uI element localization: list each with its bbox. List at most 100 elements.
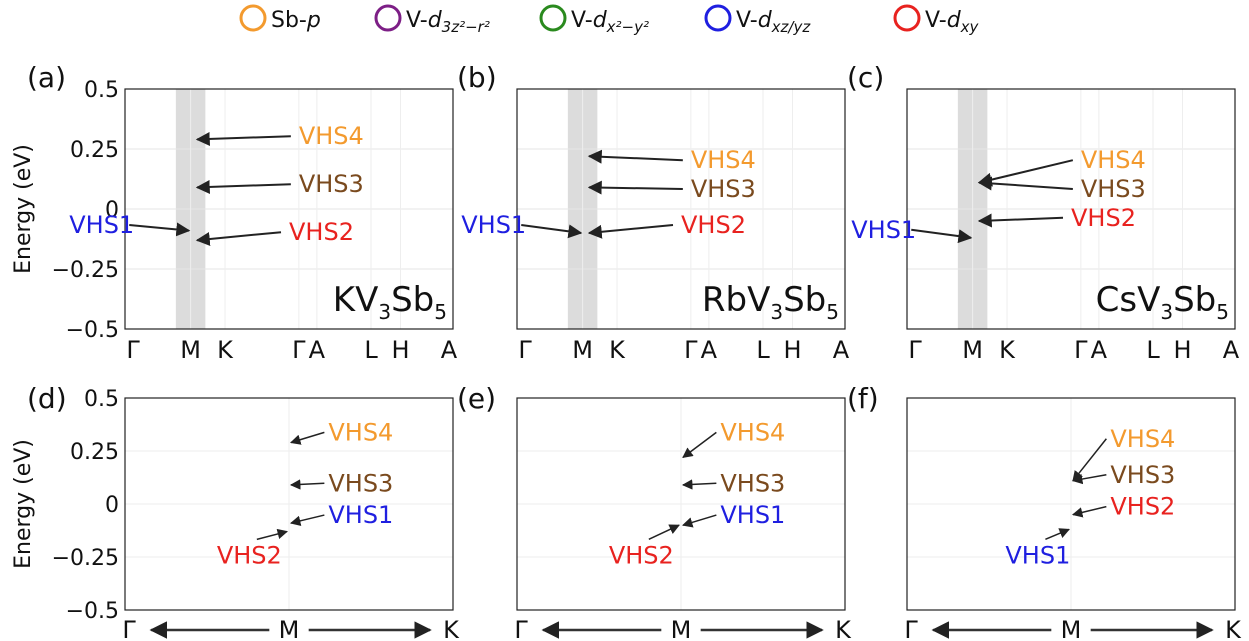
band-marker (0, 97, 5, 106)
band-marker (0, 190, 3, 196)
band-marker (0, 150, 3, 155)
band-marker (0, 135, 5, 144)
band-marker (0, 130, 3, 136)
band-marker (0, 321, 4, 327)
band-marker (0, 410, 3, 415)
band-marker (0, 453, 2, 456)
band-marker (0, 192, 4, 200)
band-marker (0, 289, 2, 292)
band-marker (0, 93, 5, 102)
vhs-label: VHS3 (720, 469, 785, 497)
band-marker (0, 483, 2, 487)
band-marker (0, 91, 5, 99)
band-marker (0, 294, 3, 299)
band-marker (0, 219, 3, 224)
band-marker (0, 180, 4, 186)
band-marker (0, 316, 3, 321)
band-marker (0, 217, 2, 220)
band-marker (0, 262, 3, 267)
band-marker (0, 315, 5, 324)
band-marker (0, 201, 4, 208)
band-marker (0, 122, 6, 132)
band-marker (0, 247, 3, 252)
vhs-label: VHS4 (328, 418, 393, 446)
band-marker (0, 254, 3, 259)
band-marker (0, 123, 4, 131)
band-marker (0, 306, 5, 315)
band-marker (0, 237, 3, 242)
band-marker (0, 253, 3, 259)
band-marker (0, 137, 3, 142)
band-marker (0, 154, 5, 161)
band-marker (0, 445, 2, 448)
band-marker (0, 513, 4, 520)
band-marker (0, 85, 5, 94)
band-marker (0, 130, 6, 141)
band-marker (0, 250, 3, 255)
band-marker (0, 484, 2, 487)
band-marker (0, 89, 2, 93)
vhs-arrow (587, 149, 683, 164)
vhs-arrow (195, 131, 291, 146)
band-marker (0, 105, 4, 113)
band-marker (0, 462, 2, 465)
band-marker (0, 138, 3, 143)
band-marker (0, 313, 3, 318)
band-line (0, 481, 1, 612)
band-marker (0, 143, 5, 152)
band-marker (0, 527, 2, 530)
band-marker (0, 156, 4, 164)
band-marker (0, 156, 5, 164)
band-marker (0, 215, 5, 224)
band-marker (0, 132, 5, 140)
band-marker (0, 169, 3, 175)
band-marker (0, 178, 4, 185)
band-marker (0, 295, 4, 302)
band-marker (0, 275, 2, 278)
band-marker (0, 252, 3, 258)
band-marker (0, 185, 5, 194)
band-marker (0, 87, 2, 91)
band-marker (0, 165, 4, 173)
band-marker (0, 208, 3, 213)
band-marker (0, 262, 3, 267)
band-marker (0, 221, 5, 229)
band-marker (0, 219, 5, 228)
band-marker (0, 208, 3, 213)
band-marker (0, 539, 2, 542)
band-marker (0, 319, 5, 328)
band-marker (0, 308, 4, 314)
legend-marker (704, 4, 732, 32)
band-marker (0, 391, 3, 396)
band-marker (0, 88, 4, 96)
band-marker (0, 116, 2, 119)
band-marker (0, 165, 4, 173)
band-marker (0, 513, 4, 521)
band-marker (0, 187, 3, 192)
band-marker (0, 302, 5, 311)
band-marker (0, 123, 4, 131)
legend-entry: Sb-p (239, 4, 321, 33)
band-marker (0, 198, 4, 204)
band-marker (0, 308, 4, 314)
band-marker (0, 231, 3, 236)
band-marker (0, 589, 3, 593)
band-marker (0, 193, 3, 199)
compound-label: CsV3Sb5 (1096, 280, 1229, 324)
band-marker (0, 239, 5, 247)
x-tick-label: Γ (514, 616, 528, 641)
band-marker (0, 301, 4, 307)
band-marker (0, 217, 4, 224)
band-marker (0, 124, 5, 131)
band-marker (0, 281, 4, 287)
band-marker (0, 414, 3, 418)
band-marker (0, 397, 3, 401)
band-marker (0, 98, 3, 104)
band-marker (0, 236, 3, 240)
band-marker (0, 92, 2, 96)
band-marker (0, 99, 3, 104)
band-marker (0, 482, 4, 490)
band-marker (0, 232, 2, 235)
band-marker (0, 173, 4, 180)
band-marker (0, 217, 2, 220)
